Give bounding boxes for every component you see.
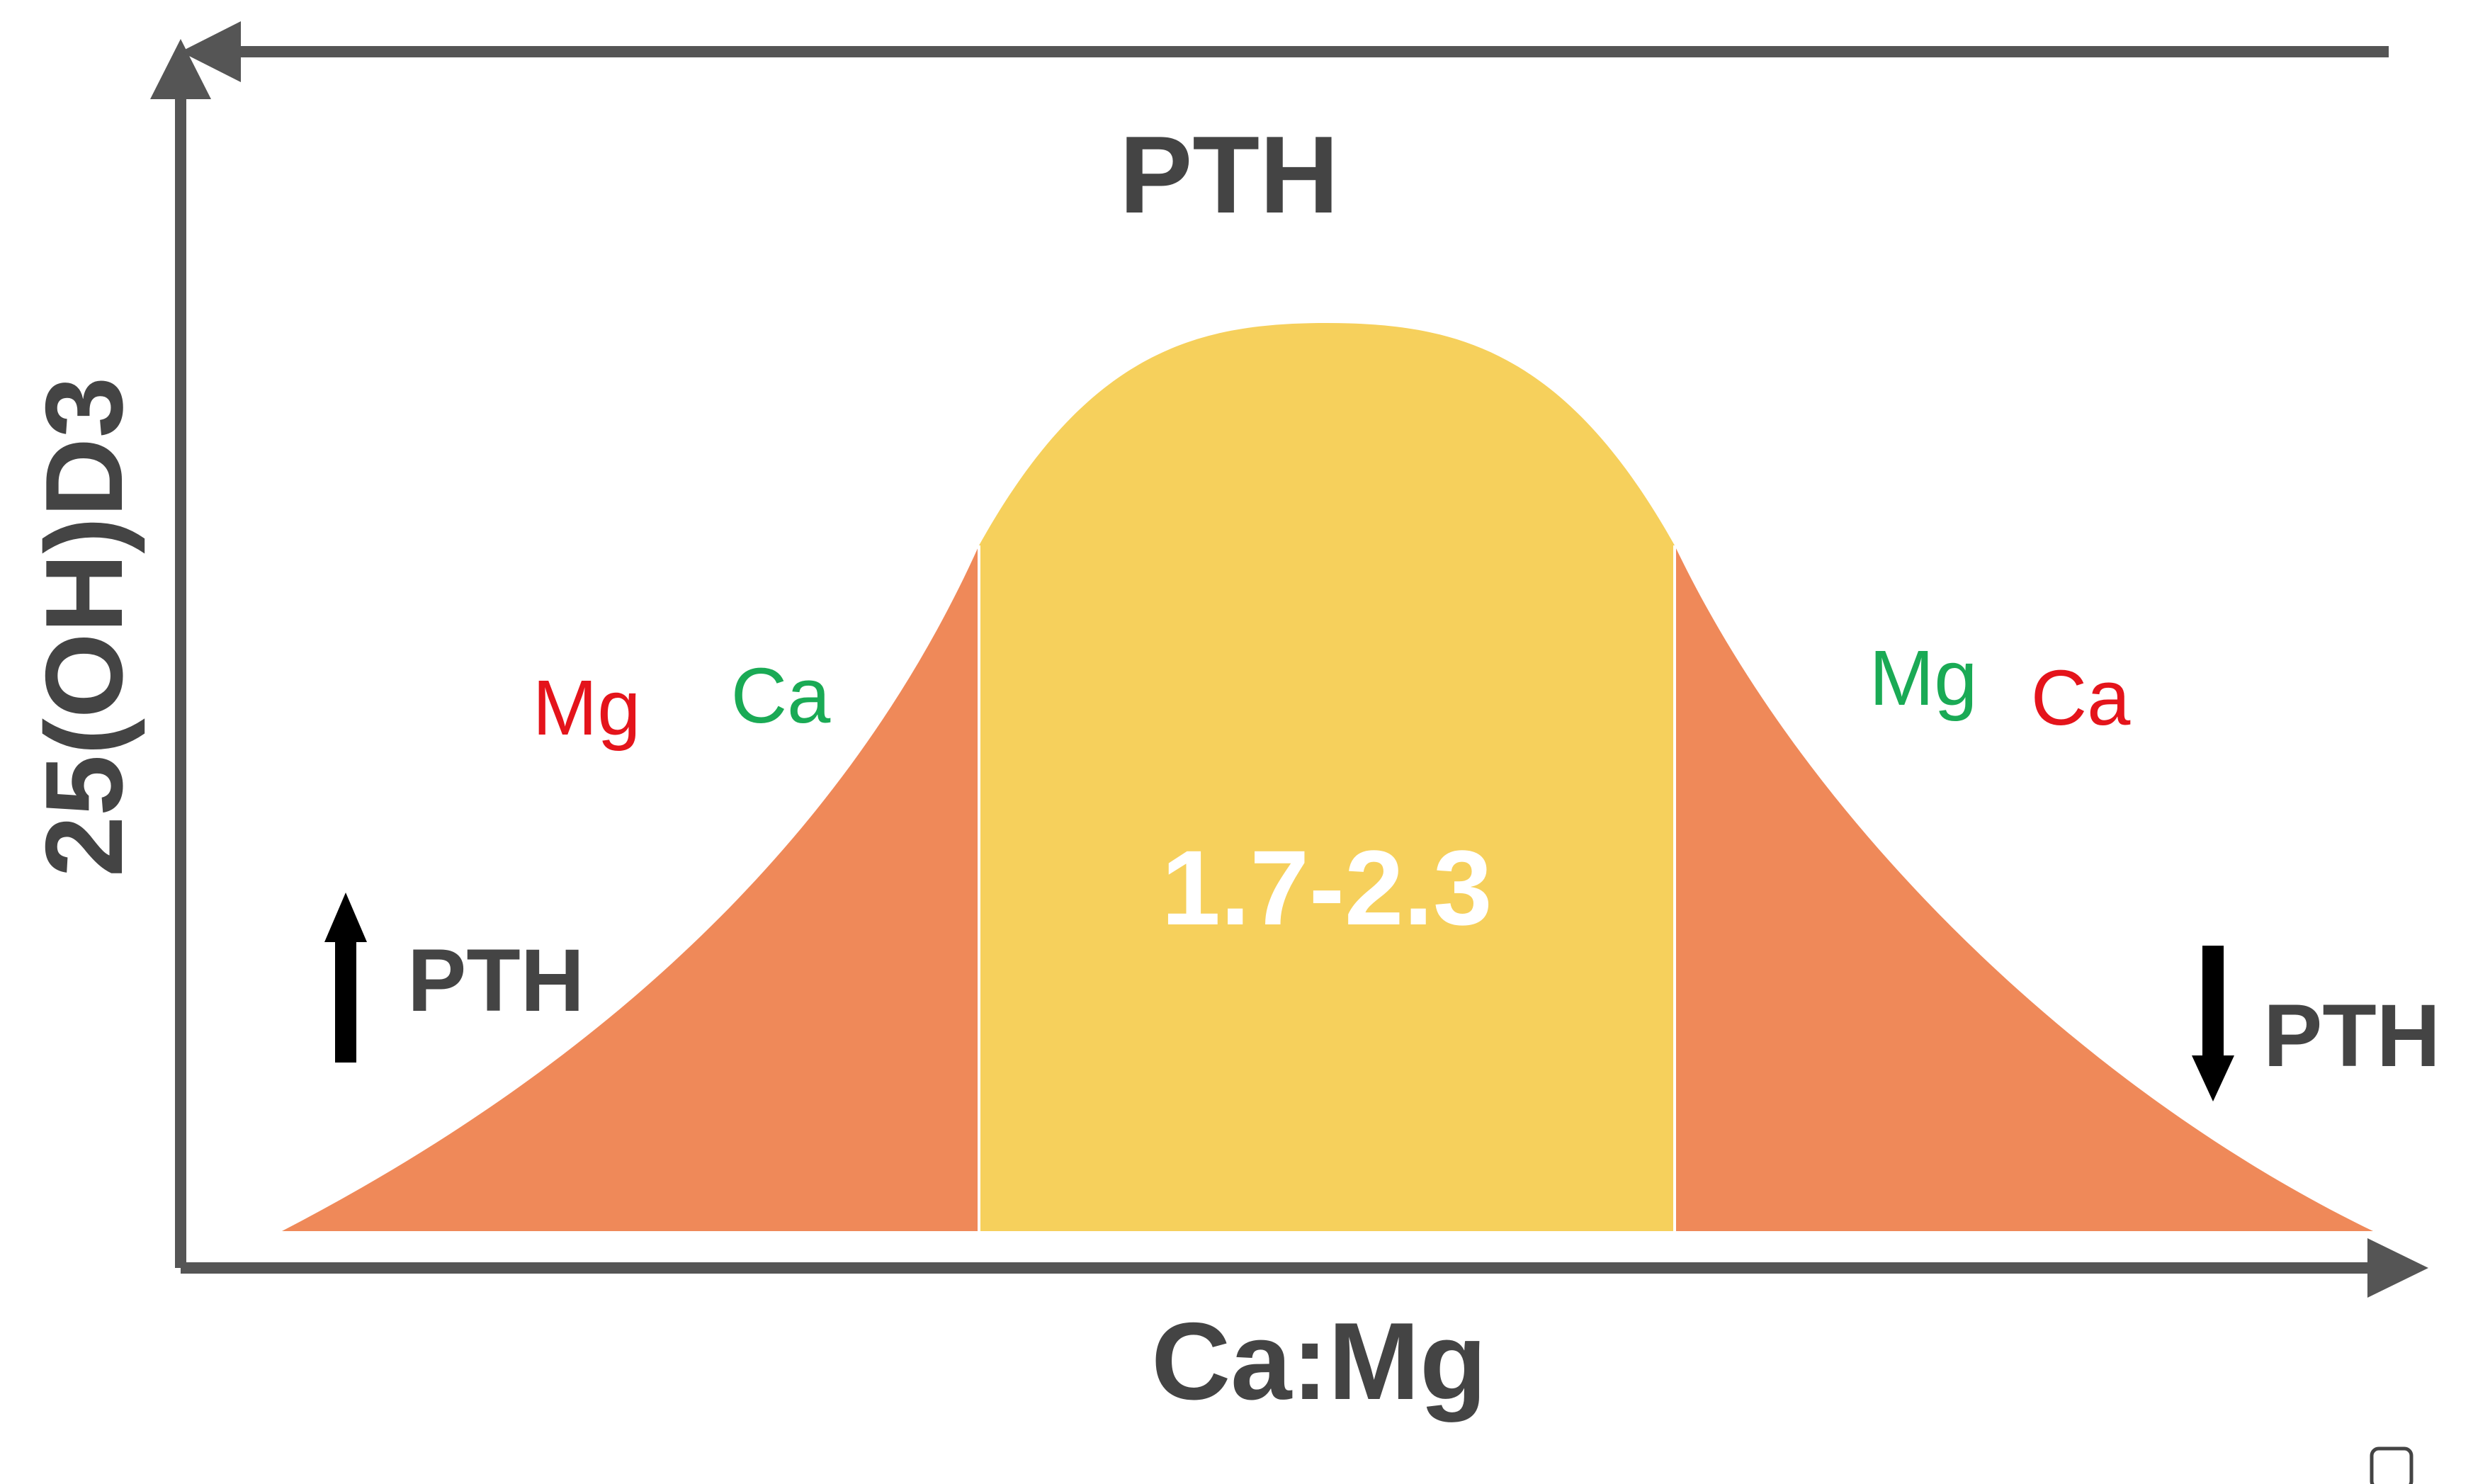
pth-up-arrow-icon xyxy=(324,893,367,942)
title-label: PTH xyxy=(1119,113,1339,236)
right-mg-label: Mg xyxy=(1869,635,1978,722)
x-axis-arrowhead xyxy=(2367,1238,2428,1298)
corner-checkbox xyxy=(2370,1446,2413,1484)
y-axis-label: 25(OH)D3 xyxy=(23,377,145,877)
left-pth-label: PTH xyxy=(407,931,584,1030)
x-axis-label: Ca:Mg xyxy=(1151,1300,1487,1422)
right-ca-label: Ca xyxy=(2031,655,2131,742)
y-axis-arrowhead xyxy=(150,39,211,99)
right-tail-region xyxy=(1675,545,2373,1231)
optimal-range-label: 1.7-2.3 xyxy=(1162,828,1493,947)
top-axis-arrowhead xyxy=(181,21,241,82)
left-ca-label: Ca xyxy=(731,652,831,740)
left-mg-label: Mg xyxy=(533,664,641,752)
pth-down-arrow-icon xyxy=(2192,1055,2234,1101)
optimal-range-region xyxy=(979,323,1675,1231)
right-pth-label: PTH xyxy=(2263,987,2440,1085)
left-tail-region xyxy=(282,545,979,1231)
